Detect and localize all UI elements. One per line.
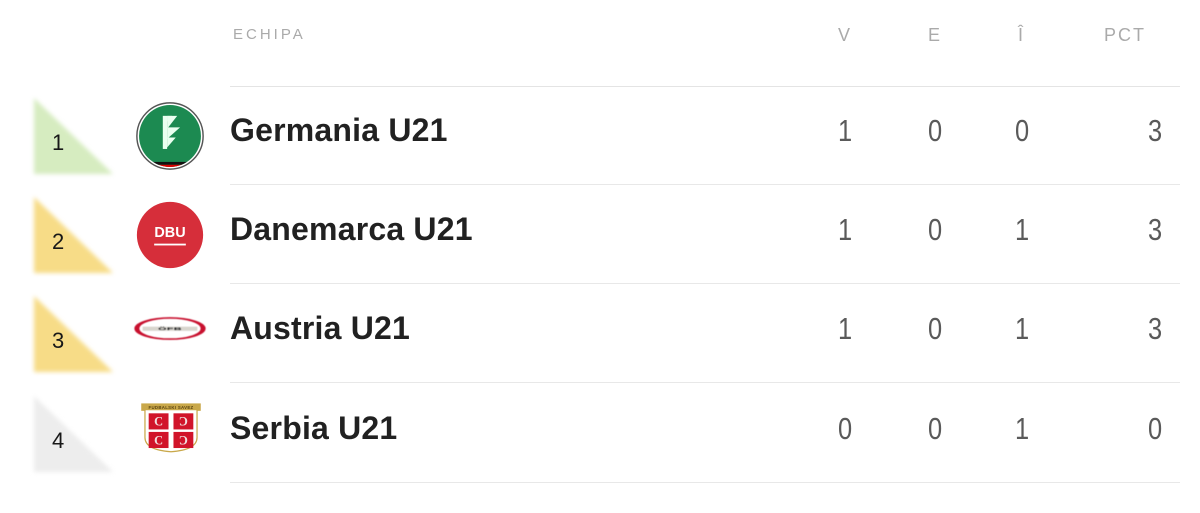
svg-text:C: C bbox=[154, 433, 163, 447]
svg-text:DBU: DBU bbox=[154, 225, 185, 241]
svg-text:C: C bbox=[154, 415, 163, 429]
svg-text:Ɔ: Ɔ bbox=[179, 433, 188, 447]
svg-text:Ɔ: Ɔ bbox=[179, 415, 188, 429]
svg-text:ÖFB: ÖFB bbox=[158, 327, 182, 331]
